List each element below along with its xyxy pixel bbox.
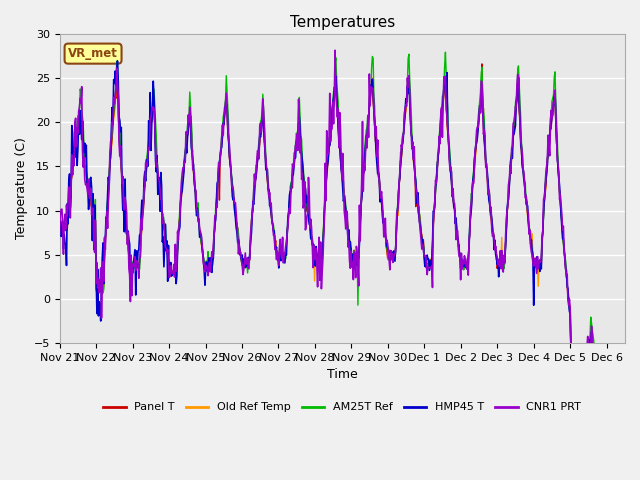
Title: Temperatures: Temperatures bbox=[290, 15, 395, 30]
Legend: Panel T, Old Ref Temp, AM25T Ref, HMP45 T, CNR1 PRT: Panel T, Old Ref Temp, AM25T Ref, HMP45 … bbox=[99, 398, 586, 417]
Text: VR_met: VR_met bbox=[68, 47, 118, 60]
X-axis label: Time: Time bbox=[327, 368, 358, 381]
Y-axis label: Temperature (C): Temperature (C) bbox=[15, 138, 28, 240]
